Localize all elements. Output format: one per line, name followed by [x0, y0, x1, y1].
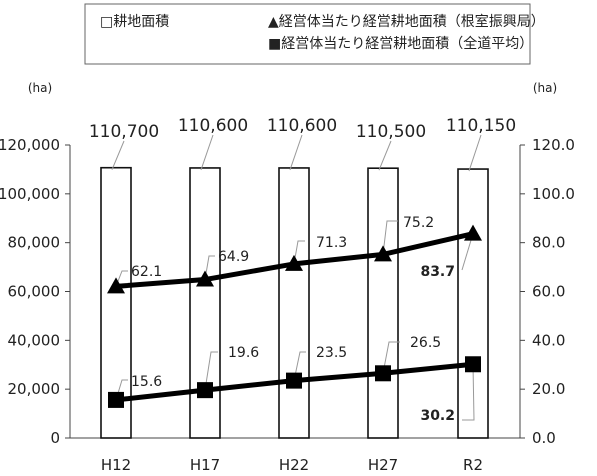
x-axis-ticks: H12 H17 H22 H27 R2: [101, 456, 483, 474]
bar-value-label: 110,700: [89, 122, 159, 142]
line-label-leader: [293, 351, 306, 381]
x-tick-label: H22: [279, 456, 309, 474]
line-label-leader: [382, 341, 400, 374]
bar-label-leader: [111, 140, 125, 170]
right-tick-label: 100.0: [532, 185, 575, 203]
line-value-label: 15.6: [131, 374, 162, 390]
square-marker: [286, 372, 302, 389]
bar-value-label: 110,150: [446, 116, 516, 136]
line-label-leader: [382, 220, 398, 255]
left-tick-label: 120,000: [0, 136, 60, 154]
left-tick-label: 60,000: [8, 283, 61, 301]
line-value-label: 23.5: [316, 345, 347, 361]
line-value-label: 83.7: [420, 264, 455, 280]
bar-label-leader: [378, 140, 392, 171]
triangle-marker: [107, 277, 125, 294]
x-tick-label: H27: [368, 456, 398, 474]
line-label-leader: [204, 351, 218, 391]
right-tick-label: 120.0: [532, 136, 575, 154]
legend-nemuro-label: ▲経営体当たり経営耕地面積（根室振興局）: [268, 13, 545, 30]
line-value-label: 30.2: [420, 408, 455, 424]
legend-hokkaido-label: ■経営体当たり経営耕地面積（全道平均）: [268, 35, 533, 52]
line-value-label: 64.9: [218, 249, 249, 265]
line-label-leader: [204, 255, 215, 280]
line-label-leader: [293, 240, 305, 264]
square-marker: [197, 382, 213, 399]
left-tick-label: 0: [50, 429, 60, 447]
right-tick-label: 80.0: [532, 234, 565, 252]
bar-label-leader: [289, 134, 303, 171]
bar: [457, 168, 489, 439]
legend-bar-label: □耕地面積: [100, 13, 169, 30]
square-marker: [108, 391, 124, 408]
right-axis-ticks: 0.0 20.0 40.0 60.0 80.0 100.0 120.0: [520, 136, 575, 447]
line-value-label: 26.5: [410, 335, 441, 351]
left-tick-label: 100,000: [0, 185, 60, 203]
triangle-marker: [464, 224, 482, 241]
right-tick-label: 0.0: [532, 429, 556, 447]
line-value-label: 62.1: [131, 264, 162, 280]
x-tick-label: H17: [190, 456, 220, 474]
legend-box: [84, 3, 531, 65]
left-tick-label: 20,000: [8, 380, 61, 398]
callout-leaders: [111, 134, 482, 421]
right-tick-label: 60.0: [532, 283, 565, 301]
left-tick-label: 40,000: [8, 331, 61, 349]
line-value-label: 19.6: [228, 345, 259, 361]
line-series: [107, 224, 482, 408]
left-tick-label: 80,000: [8, 234, 61, 252]
data-labels: 110,700 110,600 110,600 110,500 110,150 62.1 6…: [89, 116, 516, 424]
bar-label-leader: [468, 134, 482, 172]
left-axis-unit: (ha): [28, 81, 52, 95]
bar-value-label: 110,600: [267, 116, 337, 136]
line-value-label: 75.2: [403, 215, 434, 231]
triangle-marker: [196, 270, 214, 287]
bar: [367, 167, 399, 439]
right-axis-unit: (ha): [533, 81, 557, 95]
triangle-marker: [285, 254, 303, 271]
x-tick-label: R2: [463, 456, 483, 474]
square-marker: [465, 356, 481, 373]
bar-value-label: 110,500: [356, 122, 426, 142]
line-value-label: 71.3: [316, 235, 347, 251]
line-label-leader: [462, 364, 475, 421]
bar-value-label: 110,600: [178, 116, 248, 136]
triangle-marker: [374, 245, 392, 262]
left-axis-ticks: 0 20,000 40,000 60,000 80,000 100,000 120,000: [0, 136, 70, 447]
bar-label-leader: [200, 134, 214, 171]
bar: [278, 167, 310, 439]
x-tick-label: H12: [101, 456, 131, 474]
right-tick-label: 20.0: [532, 380, 565, 398]
square-marker: [375, 365, 391, 382]
right-tick-label: 40.0: [532, 331, 565, 349]
